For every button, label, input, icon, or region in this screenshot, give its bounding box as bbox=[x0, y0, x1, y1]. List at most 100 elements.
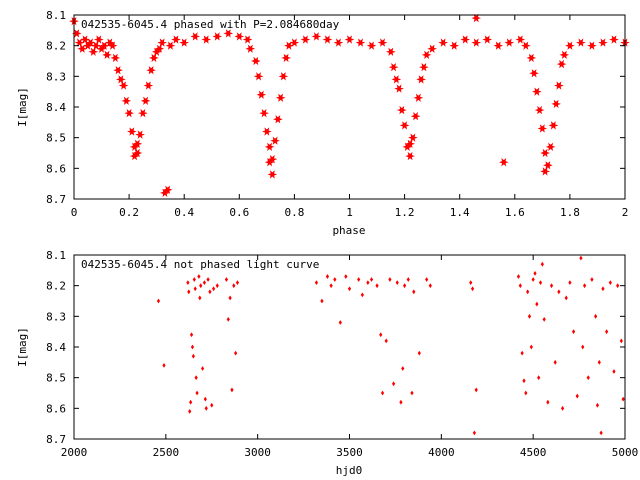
unphased-y-tick-label: 8.5 bbox=[46, 372, 66, 385]
phased-data-point bbox=[410, 112, 421, 121]
phased-data-point bbox=[366, 41, 377, 50]
unphased-data-point bbox=[553, 359, 557, 365]
unphased-data-point bbox=[616, 283, 620, 289]
unphased-data-point bbox=[347, 286, 352, 292]
phased-data-point bbox=[273, 115, 283, 124]
phased-y-axis-label: I[mag] bbox=[16, 87, 29, 127]
phased-x-tick-label: 0.4 bbox=[174, 206, 194, 219]
phased-points bbox=[69, 13, 630, 198]
phased-data-point bbox=[405, 139, 415, 148]
phased-x-axis-label: phase bbox=[332, 224, 365, 237]
phased-data-point bbox=[289, 38, 300, 47]
phased-x-tick-label: 2 bbox=[622, 206, 629, 219]
unphased-data-point bbox=[200, 366, 205, 371]
phased-plot-title: 042535-6045.4 phased with P=2.084680day bbox=[81, 18, 340, 31]
unphased-data-point bbox=[215, 283, 219, 289]
phased-data-point bbox=[267, 154, 278, 164]
unphased-data-point bbox=[230, 387, 234, 393]
unphased-data-point bbox=[581, 344, 585, 350]
phased-data-point bbox=[149, 53, 159, 63]
phased-data-point bbox=[132, 148, 143, 158]
unphased-data-point bbox=[191, 353, 195, 359]
phased-data-point bbox=[77, 44, 88, 53]
phased-data-point bbox=[201, 35, 212, 44]
phased-data-point bbox=[251, 56, 261, 66]
phased-data-point bbox=[135, 130, 145, 139]
unphased-data-point bbox=[412, 289, 416, 295]
phased-data-point bbox=[399, 121, 410, 130]
unphased-data-point bbox=[203, 396, 207, 402]
unphased-data-point bbox=[186, 280, 190, 285]
phased-data-point bbox=[278, 72, 289, 81]
unphased-data-point bbox=[369, 277, 374, 282]
unphased-data-point bbox=[546, 399, 550, 405]
phased-data-point bbox=[91, 41, 101, 50]
phased-data-point bbox=[551, 99, 561, 109]
unphased-data-point bbox=[325, 274, 330, 279]
phased-data-point bbox=[394, 84, 404, 93]
phased-data-point bbox=[520, 41, 531, 50]
unphased-data-point bbox=[401, 366, 405, 371]
unphased-data-point bbox=[586, 375, 590, 381]
unphased-data-point bbox=[375, 283, 379, 289]
unphased-x-tick-label: 2000 bbox=[61, 446, 88, 459]
unphased-data-point bbox=[560, 405, 565, 411]
phased-x-tick-label: 1.8 bbox=[560, 206, 580, 219]
phased-data-point bbox=[300, 35, 311, 44]
unphased-x-tick-label: 2500 bbox=[153, 446, 180, 459]
phased-data-point bbox=[179, 38, 190, 47]
unphased-data-point bbox=[162, 363, 166, 368]
unphased-data-point bbox=[538, 280, 543, 285]
phased-data-point bbox=[267, 170, 278, 179]
unphased-data-point bbox=[197, 274, 201, 279]
phased-data-point bbox=[388, 62, 399, 72]
unphased-y-ticks: 8.1 8.2 8.3 8.4 8.5 8.6 8.7 bbox=[46, 249, 625, 446]
unphased-data-point bbox=[527, 313, 532, 319]
phased-data-point bbox=[515, 35, 526, 44]
phased-data-point bbox=[190, 32, 201, 41]
unphased-data-point bbox=[599, 430, 603, 436]
phased-data-point bbox=[212, 32, 223, 41]
phased-data-point bbox=[565, 41, 575, 50]
phased-data-point bbox=[576, 38, 586, 47]
unphased-data-point bbox=[520, 350, 524, 356]
unphased-data-point bbox=[595, 402, 600, 408]
phased-data-point bbox=[143, 81, 154, 90]
phased-y-tick-label: 8.2 bbox=[46, 40, 66, 53]
unphased-light-curve-panel: 2000 2500 3000 3500 4000 4500 5000 8.18.28.38.… bbox=[16, 249, 638, 477]
unphased-data-point bbox=[425, 277, 429, 282]
phased-data-point bbox=[344, 35, 355, 44]
phased-data-point bbox=[162, 185, 173, 194]
unphased-data-point bbox=[605, 329, 609, 335]
unphased-data-point bbox=[417, 350, 421, 356]
phased-data-point bbox=[107, 41, 118, 50]
unphased-data-point bbox=[314, 280, 319, 285]
unphased-data-point bbox=[190, 344, 195, 350]
phased-data-point bbox=[408, 133, 418, 142]
unphased-data-point bbox=[594, 313, 598, 319]
unphased-data-point bbox=[516, 274, 521, 279]
unphased-data-point bbox=[206, 277, 210, 282]
unphased-y-tick-label: 8.3 bbox=[46, 310, 66, 323]
phased-data-point bbox=[259, 108, 269, 118]
unphased-data-point bbox=[211, 286, 216, 292]
unphased-x-ticks: 2000 2500 3000 3500 4000 4500 5000 bbox=[61, 255, 638, 459]
unphased-data-point bbox=[360, 292, 364, 298]
phased-data-point bbox=[127, 127, 137, 136]
unphased-x-tick-label: 4500 bbox=[520, 446, 547, 459]
unphased-y-axis-label: I[mag] bbox=[16, 327, 29, 367]
unphased-data-point bbox=[428, 283, 432, 289]
phased-data-point bbox=[110, 53, 121, 63]
unphased-data-point bbox=[192, 277, 196, 282]
phased-data-point bbox=[427, 44, 437, 53]
phased-y-tick-label: 8.6 bbox=[46, 162, 66, 175]
unphased-data-point bbox=[188, 409, 192, 414]
unphased-data-point bbox=[198, 295, 202, 301]
phased-data-point bbox=[609, 35, 619, 44]
phased-x-tick-label: 1.4 bbox=[450, 206, 470, 219]
unphased-data-point bbox=[529, 344, 533, 350]
unphased-data-point bbox=[571, 329, 576, 335]
phased-data-point bbox=[281, 53, 291, 63]
phased-data-point bbox=[138, 108, 148, 118]
